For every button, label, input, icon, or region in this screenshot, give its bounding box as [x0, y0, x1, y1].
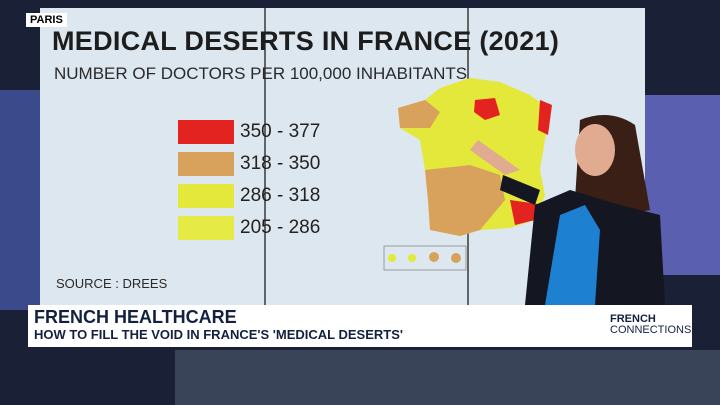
legend-swatch: [178, 216, 234, 240]
logo-text: CONNECTIONS: [610, 324, 692, 336]
source-note: SOURCE : DREES: [56, 276, 168, 291]
desk: [175, 350, 720, 405]
legend-label: 318 - 350: [240, 153, 321, 174]
subheadline: HOW TO FILL THE VOID IN FRANCE'S 'MEDICA…: [34, 327, 403, 342]
france-map: [383, 78, 552, 271]
legend-label: 286 - 318: [240, 185, 321, 206]
headline: FRENCH HEALTHCARE: [34, 307, 237, 327]
legend-swatch: [178, 184, 234, 208]
screen-subtitle: NUMBER OF DOCTORS PER 100,000 INHABITANT…: [54, 64, 468, 83]
legend-swatch: [178, 120, 234, 144]
legend-label: 350 - 377: [240, 121, 321, 142]
screen-title: MEDICAL DESERTS IN FRANCE (2021): [52, 26, 560, 56]
side-panel: [0, 90, 40, 310]
legend-label: 205 - 286: [240, 217, 321, 238]
location-tag: PARIS: [26, 13, 67, 27]
legend-swatch: [178, 152, 234, 176]
presenter: [470, 115, 665, 305]
logo-text: FRENCH: [610, 313, 656, 325]
lower-third: [28, 305, 692, 347]
